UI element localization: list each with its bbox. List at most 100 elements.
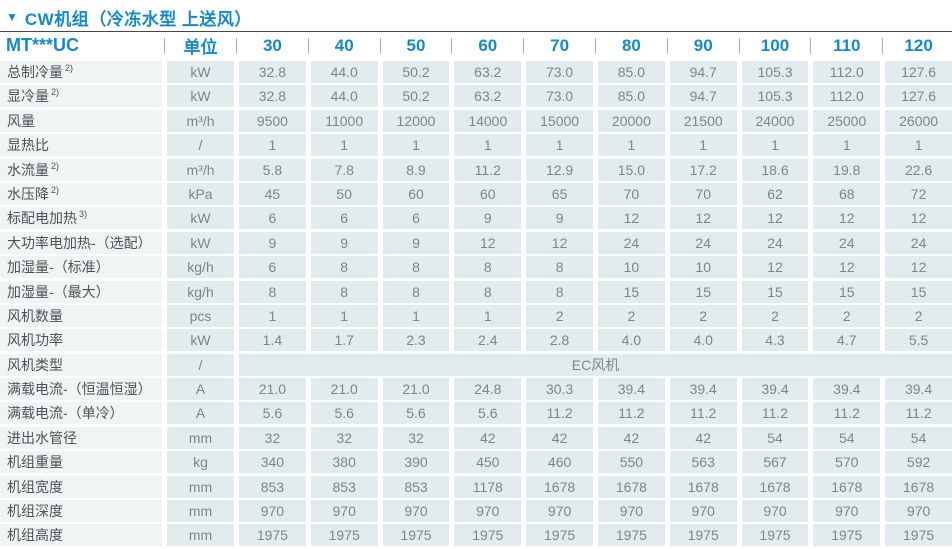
value-cell: 2	[526, 304, 593, 327]
value-cell: 12	[598, 207, 665, 230]
section-title: ▼ CW机组（冷冻水型 上送风）	[0, 0, 952, 29]
row-unit: kW	[167, 207, 234, 230]
value-cell: 592	[885, 451, 952, 474]
value-cell: 7.8	[310, 158, 378, 181]
row-unit: kg/h	[167, 256, 234, 279]
value-cell: 32	[310, 426, 378, 449]
value-cell: 1	[382, 134, 450, 157]
value-cell: 85.0	[598, 85, 665, 108]
value-cell: 24	[885, 231, 952, 254]
value-cell: 94.7	[669, 61, 737, 83]
value-cell: 12	[813, 256, 881, 279]
table-row: 显冷量 2) kW 32.8 44.0 50.2 63.2 73.0 85.0 94.7 105.3…	[0, 85, 952, 108]
value-cell: 62	[741, 182, 809, 205]
table-row: 机组高度 mm 1975 1975 1975 1975 1975 1975 1975 1975 19…	[0, 524, 952, 547]
value-cell: 1975	[741, 524, 809, 547]
value-cell: 1	[454, 304, 522, 327]
value-cell: 2	[885, 304, 952, 327]
value-cell: 1975	[885, 524, 952, 547]
value-cell: 21500	[669, 109, 737, 132]
value-cell: 970	[526, 500, 593, 523]
row-unit: kg/h	[167, 280, 234, 303]
value-cell: 970	[813, 500, 881, 523]
row-label: 风机数量	[0, 304, 162, 327]
value-cell: 26000	[885, 109, 952, 132]
unit-column-header: 单位	[167, 33, 234, 58]
value-cell: 567	[741, 451, 809, 474]
value-cell: 970	[310, 500, 378, 523]
value-cell: 2	[598, 304, 665, 327]
triangle-marker-icon: ▼	[6, 10, 18, 24]
value-cell: 18.6	[741, 158, 809, 181]
column-header: 120	[885, 36, 952, 56]
value-cell: 21.0	[239, 378, 306, 401]
value-cell: 563	[669, 451, 737, 474]
value-cell: 12	[813, 207, 881, 230]
value-cell: 2.3	[382, 329, 450, 352]
row-label: 风机类型	[0, 353, 162, 376]
value-cell: 39.4	[741, 378, 809, 401]
value-cell: 5.8	[239, 158, 306, 181]
row-label: 机组宽度	[0, 475, 162, 498]
table-row: 大功率电加热-（选配） kW 9 9 9 12 12 24 24 24 24 24	[0, 231, 952, 254]
value-cell: 112.0	[813, 85, 881, 108]
value-cell: 8	[454, 280, 522, 303]
row-label: 大功率电加热-（选配）	[0, 231, 162, 254]
row-label: 进出水管径	[0, 426, 162, 449]
value-cell: 12	[885, 207, 952, 230]
value-cell: 50.2	[382, 85, 450, 108]
value-cell: 42	[526, 426, 593, 449]
value-cell: 1678	[598, 475, 665, 498]
value-cell: 39.4	[669, 378, 737, 401]
merged-value-cell: EC风机	[239, 353, 952, 376]
row-unit: kW	[167, 61, 234, 83]
row-unit: m³/h	[167, 109, 234, 132]
model-header: MT***UC	[6, 35, 80, 55]
table-row: 满载电流-（单冷） A 5.6 5.6 5.6 5.6 11.2 11.2 11.2 11.2 11…	[0, 402, 952, 425]
value-cell: 73.0	[526, 61, 593, 83]
table-row: 机组宽度 mm 853 853 853 1178 1678 1678 1678 1678 1678 1…	[0, 475, 952, 498]
value-cell: 21.0	[382, 378, 450, 401]
value-cell: 39.4	[885, 378, 952, 401]
value-cell: 24000	[741, 109, 809, 132]
row-label: 加湿量-（标准）	[0, 256, 162, 279]
value-cell: 21.0	[310, 378, 378, 401]
section-title-text: CW机组（冷冻水型 上送风）	[24, 9, 252, 29]
value-cell: 970	[598, 500, 665, 523]
value-cell: 1	[885, 134, 952, 157]
row-label: 水压降 2)	[0, 182, 162, 205]
value-cell: 24.8	[454, 378, 522, 401]
value-cell: 12	[885, 256, 952, 279]
row-unit: /	[167, 134, 234, 157]
value-cell: 970	[454, 500, 522, 523]
value-cell: 32	[382, 426, 450, 449]
value-cell: 853	[239, 475, 306, 498]
value-cell: 1	[310, 134, 378, 157]
value-cell: 1678	[669, 475, 737, 498]
row-unit: A	[167, 402, 234, 425]
value-cell: 970	[741, 500, 809, 523]
value-cell: 1178	[454, 475, 522, 498]
value-cell: 12	[454, 231, 522, 254]
value-cell: 6	[239, 256, 306, 279]
value-cell: 19.8	[813, 158, 881, 181]
column-header: 60	[454, 36, 521, 56]
value-cell: 30.3	[526, 378, 593, 401]
value-cell: 11.2	[454, 158, 522, 181]
value-cell: 9	[382, 231, 450, 254]
row-unit: kW	[167, 85, 234, 108]
value-cell: 6	[310, 207, 378, 230]
column-header: 90	[670, 36, 737, 56]
value-cell: 390	[382, 451, 450, 474]
value-cell: 4.7	[813, 329, 881, 352]
value-cell: 15000	[526, 109, 593, 132]
value-cell: 22.6	[885, 158, 952, 181]
value-cell: 24	[598, 231, 665, 254]
value-cell: 32.8	[239, 85, 306, 108]
value-cell: 4.3	[741, 329, 809, 352]
column-header: 40	[311, 36, 378, 56]
value-cell: 63.2	[454, 61, 522, 83]
value-cell: 1975	[454, 524, 522, 547]
value-cell: 12	[526, 231, 593, 254]
row-label: 机组重量	[0, 451, 162, 474]
